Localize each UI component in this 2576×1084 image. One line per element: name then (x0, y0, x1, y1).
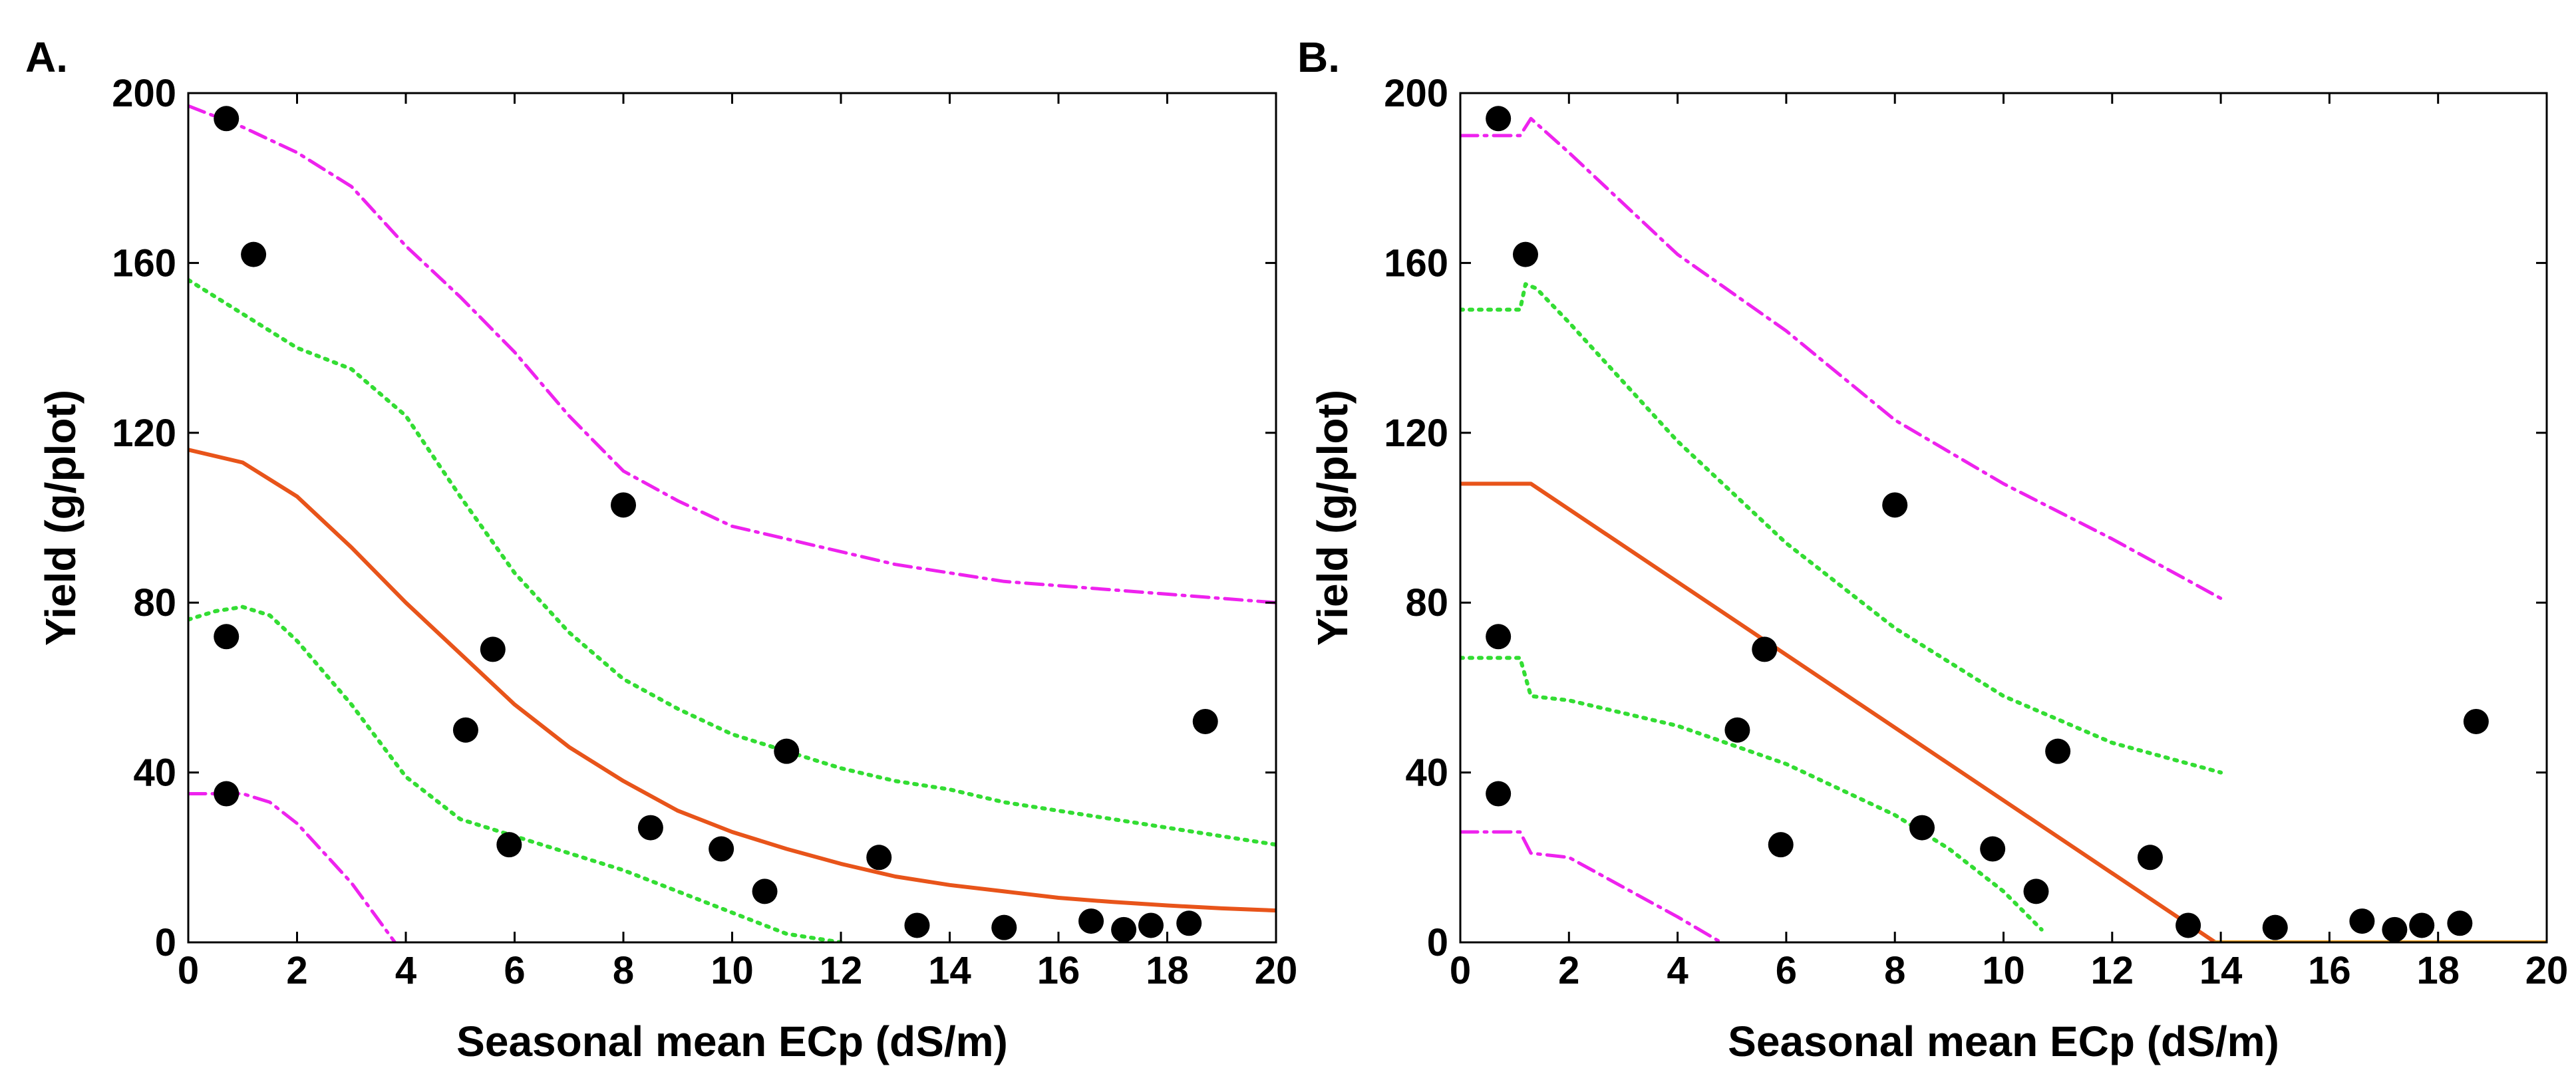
y-tick-label: 160 (1384, 241, 1448, 285)
x-tick-label: 8 (1884, 949, 1905, 992)
axes-frame (1459, 92, 2548, 944)
data-point (2137, 845, 2163, 871)
x-tick-label: 16 (2308, 949, 2351, 992)
series-line-fit (1460, 481, 2217, 942)
x-tick-label: 12 (820, 949, 863, 992)
x-tick-label: 6 (504, 949, 525, 992)
x-tick-label: 20 (1255, 949, 1298, 992)
series-line-upper-95-ci (188, 277, 1276, 847)
y-tick-label: 80 (1405, 581, 1448, 624)
data-point (1078, 908, 1104, 934)
data-point (2262, 914, 2288, 940)
x-tick-label: 12 (2091, 949, 2134, 992)
x-tick-label: 4 (395, 949, 416, 992)
y-tick-label: 40 (133, 751, 176, 795)
x-axis-label: Seasonal mean ECp (dS/m) (456, 1017, 1008, 1065)
x-tick-label: 20 (2525, 949, 2569, 992)
y-tick-label: 0 (155, 921, 176, 964)
series-line-lower-prediction-limit (188, 792, 397, 942)
chart-panel-b: 0 2 4 6 8 10 12 14 16 18 2004080120160200Seasonal … (1297, 33, 2568, 1065)
series-line-upper-95-ci (1460, 282, 2223, 775)
y-tick-label: 80 (133, 581, 176, 624)
series-group (188, 104, 1276, 942)
data-point (1512, 241, 1538, 267)
data-point (1882, 492, 1908, 518)
data-point (1752, 636, 1778, 662)
data-point (752, 879, 778, 904)
x-tick-label: 18 (1146, 949, 1189, 992)
x-tick-label: 14 (2199, 949, 2243, 992)
data-point (480, 636, 506, 662)
series-line-lower-95-ci (1460, 656, 2044, 932)
x-axis-label: Seasonal mean ECp (dS/m) (1728, 1017, 2279, 1065)
y-tick-label: 160 (112, 241, 176, 285)
y-tick-label: 120 (1384, 412, 1448, 455)
x-tick-label: 6 (1776, 949, 1797, 992)
x-tick-label: 14 (928, 949, 971, 992)
data-point (2409, 912, 2435, 938)
data-point (1111, 916, 1137, 942)
series-group (1460, 116, 2547, 942)
series-line-upper-prediction-limit (1460, 116, 2223, 601)
data-point (774, 738, 800, 764)
data-point (2349, 908, 2375, 934)
x-tick-label: 18 (2416, 949, 2460, 992)
x-tick-label: 0 (1450, 949, 1471, 992)
data-point (1980, 836, 2006, 862)
data-point (2023, 879, 2049, 904)
y-axis-label: Yield (g/plot) (37, 390, 84, 646)
x-tick-label: 10 (1982, 949, 2025, 992)
data-point (2175, 912, 2201, 938)
data-point (709, 836, 734, 862)
data-point (452, 717, 478, 743)
series-line-upper-prediction-limit (188, 104, 1276, 605)
data-point (991, 914, 1017, 940)
y-axis-label: Yield (g/plot) (1309, 390, 1357, 646)
data-point (496, 832, 522, 858)
x-tick-label: 4 (1667, 949, 1688, 992)
data-point (1192, 708, 1218, 734)
series-line-lower-prediction-limit (1460, 830, 1723, 942)
data-point (214, 624, 240, 650)
data-point (1176, 910, 1202, 936)
data-point (1138, 912, 1164, 938)
x-tick-label: 2 (1558, 949, 1579, 992)
panel-label: A. (25, 33, 68, 81)
data-point (2382, 916, 2408, 942)
data-point (2463, 708, 2489, 734)
data-point (866, 845, 892, 871)
data-point (2447, 910, 2473, 936)
chart-panel-a: 0 2 4 6 8 10 12 14 16 18 2004080120160200Seasonal … (25, 33, 1297, 1065)
series-line-fit (188, 448, 1276, 913)
y-tick-label: 40 (1405, 751, 1448, 795)
data-point (1486, 624, 1512, 650)
data-point (1768, 832, 1794, 858)
y-tick-label: 200 (112, 72, 176, 115)
x-tick-label: 8 (613, 949, 634, 992)
data-point (214, 781, 240, 807)
panel-label: B. (1297, 33, 1340, 81)
data-point (2045, 738, 2071, 764)
series-line-lower-95-ci (188, 605, 843, 942)
x-tick-label: 2 (286, 949, 307, 992)
data-point (611, 492, 636, 518)
y-tick-label: 120 (112, 412, 176, 455)
data-point (904, 912, 930, 938)
y-tick-label: 200 (1384, 72, 1448, 115)
data-point (241, 241, 267, 267)
x-tick-label: 0 (178, 949, 199, 992)
x-tick-label: 10 (711, 949, 754, 992)
data-point (637, 815, 663, 841)
axes-frame (187, 92, 1277, 944)
y-tick-label: 0 (1427, 921, 1448, 964)
data-point (1486, 781, 1512, 807)
data-point (1909, 815, 1935, 841)
data-point (214, 106, 240, 132)
data-point (1724, 717, 1750, 743)
x-tick-label: 16 (1037, 949, 1080, 992)
data-point (1486, 106, 1512, 132)
